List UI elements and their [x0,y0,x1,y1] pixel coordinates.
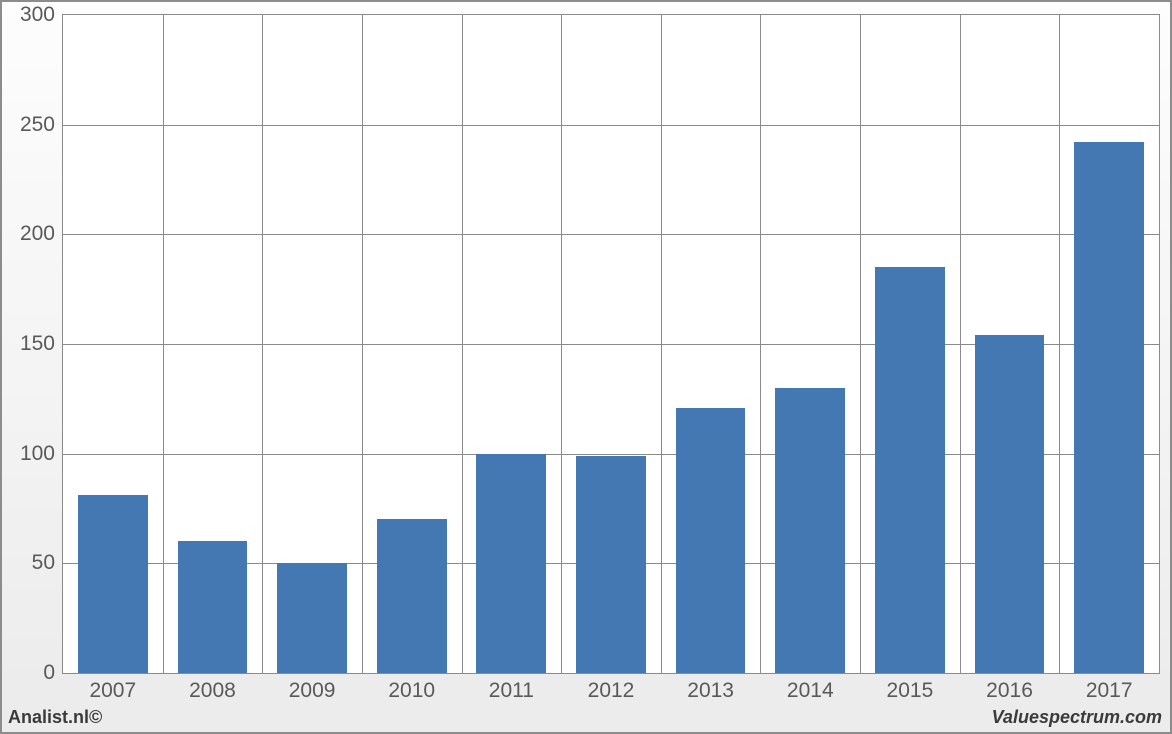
x-axis-tick-label: 2013 [687,679,734,703]
y-axis-tick-label: 50 [32,551,55,575]
bar [377,519,447,673]
x-axis-tick-label: 2010 [388,679,435,703]
gridline-vertical [262,15,263,673]
x-axis-tick-label: 2009 [289,679,336,703]
y-axis-tick-label: 300 [20,3,55,27]
credit-left: Analist.nl© [8,707,102,728]
gridline-vertical [860,15,861,673]
gridline-horizontal [63,234,1159,235]
bar [277,563,347,673]
x-axis-tick-label: 2008 [189,679,236,703]
credit-right: Valuespectrum.com [992,707,1162,728]
y-axis-tick-label: 250 [20,113,55,137]
x-axis-tick-label: 2015 [887,679,934,703]
y-axis-tick-label: 200 [20,222,55,246]
x-axis-tick-label: 2012 [588,679,635,703]
x-axis-tick-label: 2017 [1086,679,1133,703]
gridline-vertical [760,15,761,673]
bar [676,408,746,673]
x-axis-tick-label: 2007 [89,679,136,703]
y-axis-tick-label: 100 [20,442,55,466]
gridline-vertical [1059,15,1060,673]
gridline-vertical [163,15,164,673]
x-axis-tick-label: 2014 [787,679,834,703]
chart-frame: 0 50 100 150 200 250 300 2007 2008 2009 2010 2011 20… [0,0,1172,734]
bar [975,335,1045,673]
bar [576,456,646,673]
bar [1074,142,1144,673]
x-axis-tick-label: 2011 [489,679,534,703]
y-axis-tick-label: 150 [20,332,55,356]
y-axis-tick-label: 0 [43,661,55,685]
bar [178,541,248,673]
bar [476,454,546,673]
bar [875,267,945,673]
gridline-horizontal [63,125,1159,126]
gridline-vertical [462,15,463,673]
bar [775,388,845,673]
plot-area: 0501001502002503002007200820092010201120… [62,14,1160,674]
gridline-vertical [960,15,961,673]
gridline-vertical [661,15,662,673]
x-axis-tick-label: 2016 [986,679,1033,703]
gridline-vertical [362,15,363,673]
gridline-vertical [561,15,562,673]
bar [78,495,148,673]
